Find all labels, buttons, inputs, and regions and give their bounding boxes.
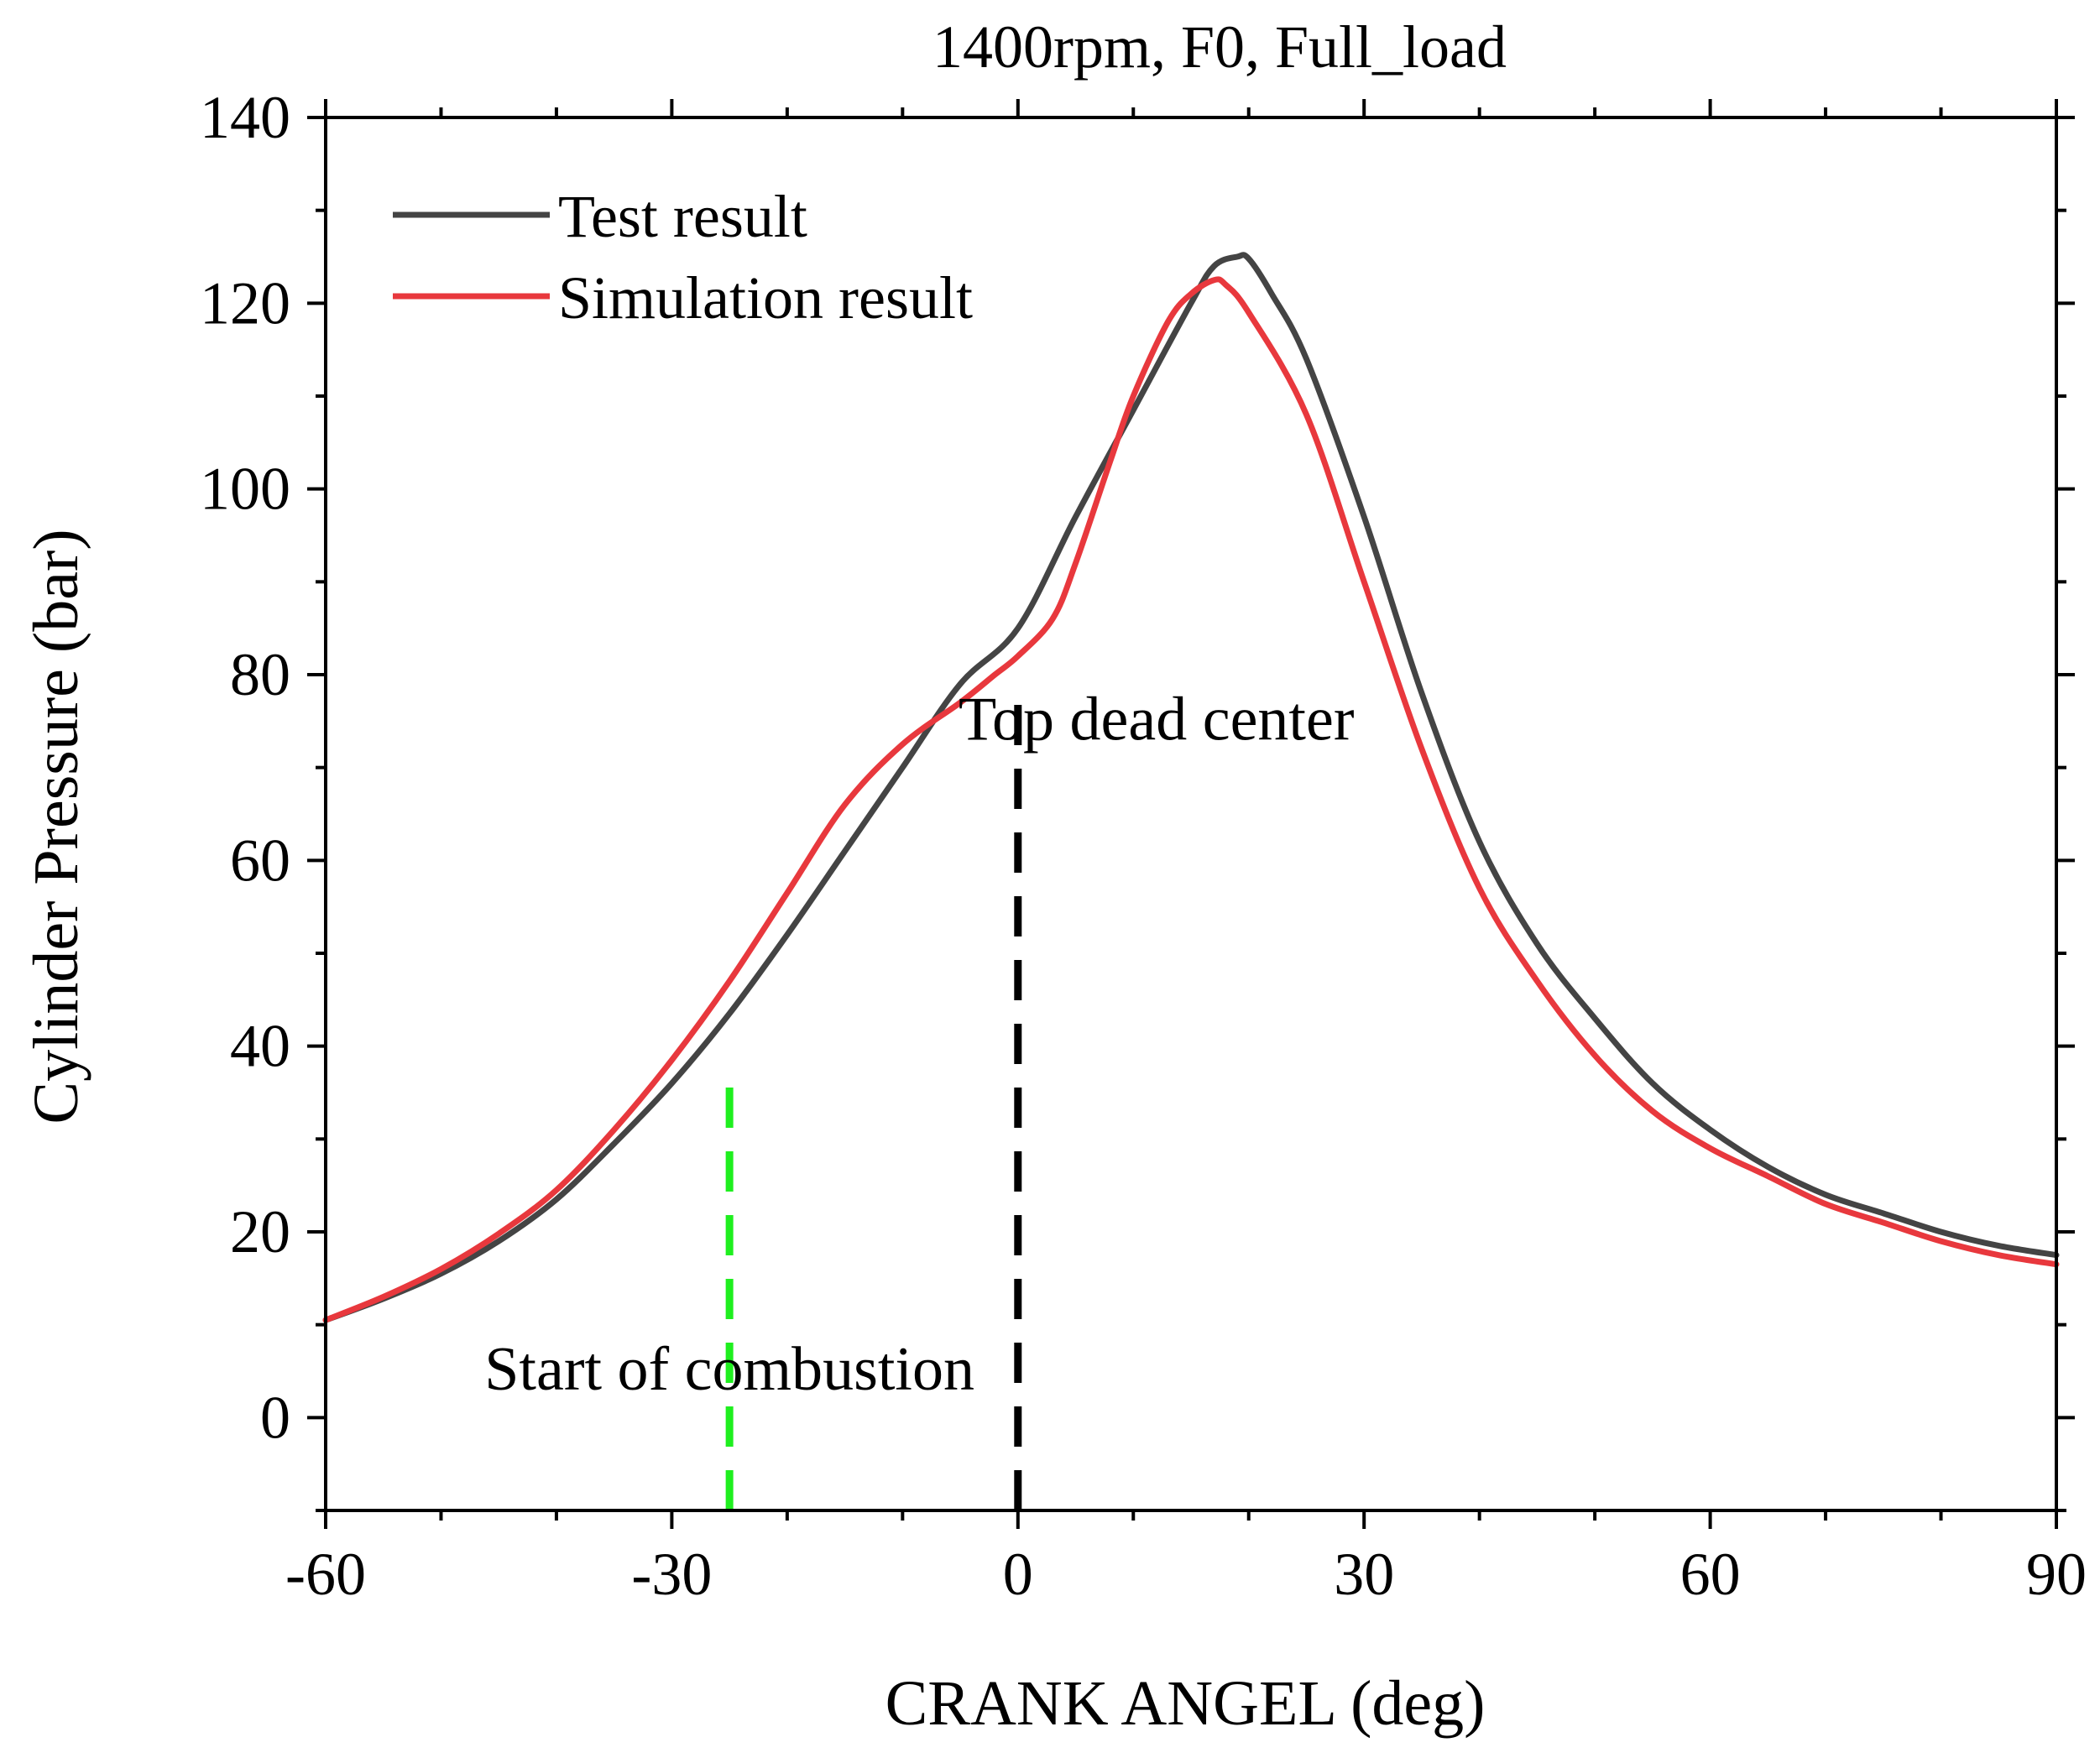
y-axis-label: Cylinder Pressure (bar) <box>21 529 91 1124</box>
chart-title: 1400rpm, F0, Full_load <box>932 13 1507 81</box>
x-tick-label: 0 <box>1003 1541 1033 1608</box>
axis-ticks <box>307 99 2075 1529</box>
series-line-test-result <box>322 252 2060 1323</box>
y-tick-label: 100 <box>200 456 290 523</box>
x-tick-label: -30 <box>631 1541 712 1608</box>
annotation-top-dead-center: Top dead center <box>959 685 1354 754</box>
y-tick-labels: 0 20 40 60 80 100 120 140 <box>200 84 290 1451</box>
y-tick-label: 40 <box>230 1013 290 1080</box>
legend-label-simulation-result: Simulation result <box>558 264 973 331</box>
x-tick-label: 90 <box>2026 1541 2087 1608</box>
annotations: Start of combustion Top dead center <box>484 685 1354 1404</box>
y-tick-label: 140 <box>200 84 290 151</box>
plot-series <box>322 252 2060 1323</box>
annotation-start-of-combustion: Start of combustion <box>484 1335 974 1404</box>
plot-frame <box>324 116 2058 1512</box>
series-line-simulation-result <box>322 276 2060 1323</box>
x-axis-label: CRANK ANGEL (deg) <box>885 1668 1486 1739</box>
y-tick-label: 0 <box>260 1384 290 1451</box>
legend: Test result Simulation result <box>393 183 973 331</box>
y-tick-label: 120 <box>200 269 290 336</box>
legend-label-test-result: Test result <box>558 183 807 250</box>
y-tick-label: 20 <box>230 1198 290 1265</box>
reference-lines <box>725 693 1022 1510</box>
x-tick-label: 30 <box>1334 1541 1394 1608</box>
x-tick-labels: -60 -30 0 30 60 90 <box>285 1541 2087 1608</box>
y-tick-label: 60 <box>230 827 290 894</box>
x-tick-label: -60 <box>285 1541 366 1608</box>
x-tick-label: 60 <box>1680 1541 1741 1608</box>
y-tick-label: 80 <box>230 641 290 708</box>
